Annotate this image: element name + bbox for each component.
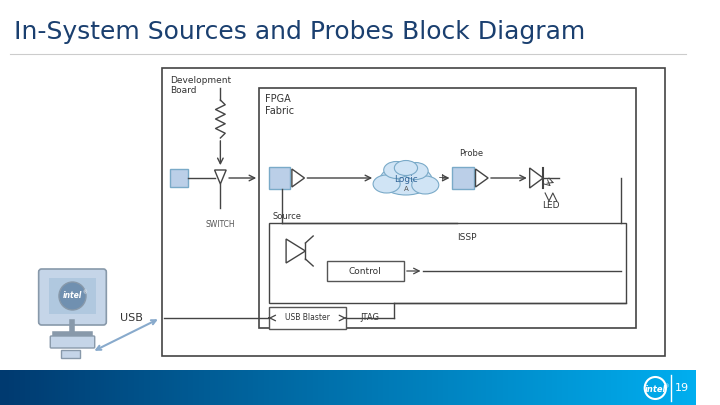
Polygon shape	[530, 168, 543, 188]
Bar	[269, 167, 290, 189]
Ellipse shape	[373, 175, 400, 193]
Bar	[269, 307, 346, 329]
Text: Logic: Logic	[394, 175, 418, 183]
Polygon shape	[292, 169, 305, 187]
Bar	[163, 68, 665, 356]
Text: A: A	[404, 186, 408, 192]
Text: ISSP: ISSP	[457, 233, 477, 242]
Polygon shape	[475, 169, 488, 187]
Bar	[452, 167, 474, 189]
Ellipse shape	[395, 160, 418, 175]
Text: intel: intel	[63, 292, 82, 301]
Text: Development
Board: Development Board	[170, 76, 231, 96]
Text: ®: ®	[663, 384, 669, 389]
Text: 19: 19	[675, 383, 690, 393]
Text: +: +	[438, 173, 447, 183]
Ellipse shape	[380, 165, 432, 195]
Bar	[327, 261, 404, 281]
Bar	[269, 223, 626, 303]
Text: SWITCH: SWITCH	[205, 220, 235, 229]
Text: Control: Control	[349, 266, 382, 275]
Text: ®: ®	[82, 290, 87, 295]
Circle shape	[59, 282, 86, 310]
Text: Probe: Probe	[459, 149, 483, 158]
Bar	[170, 169, 187, 187]
Text: LED: LED	[542, 201, 559, 210]
Ellipse shape	[384, 162, 409, 179]
Text: Source: Source	[273, 212, 302, 221]
Text: JTAG: JTAG	[361, 313, 379, 322]
Text: USB Blaster: USB Blaster	[285, 313, 330, 322]
Ellipse shape	[412, 176, 438, 194]
Text: intel: intel	[644, 384, 666, 394]
Bar	[49, 278, 96, 314]
Polygon shape	[286, 239, 305, 263]
Text: In-System Sources and Probes Block Diagram: In-System Sources and Probes Block Diagr…	[14, 20, 585, 44]
Text: FPGA
Fabric: FPGA Fabric	[265, 94, 294, 115]
FancyBboxPatch shape	[39, 269, 107, 325]
Text: USB: USB	[120, 313, 143, 323]
Polygon shape	[215, 170, 226, 184]
FancyBboxPatch shape	[50, 336, 95, 348]
Ellipse shape	[403, 162, 428, 179]
Bar	[259, 88, 636, 328]
Bar	[61, 350, 80, 358]
